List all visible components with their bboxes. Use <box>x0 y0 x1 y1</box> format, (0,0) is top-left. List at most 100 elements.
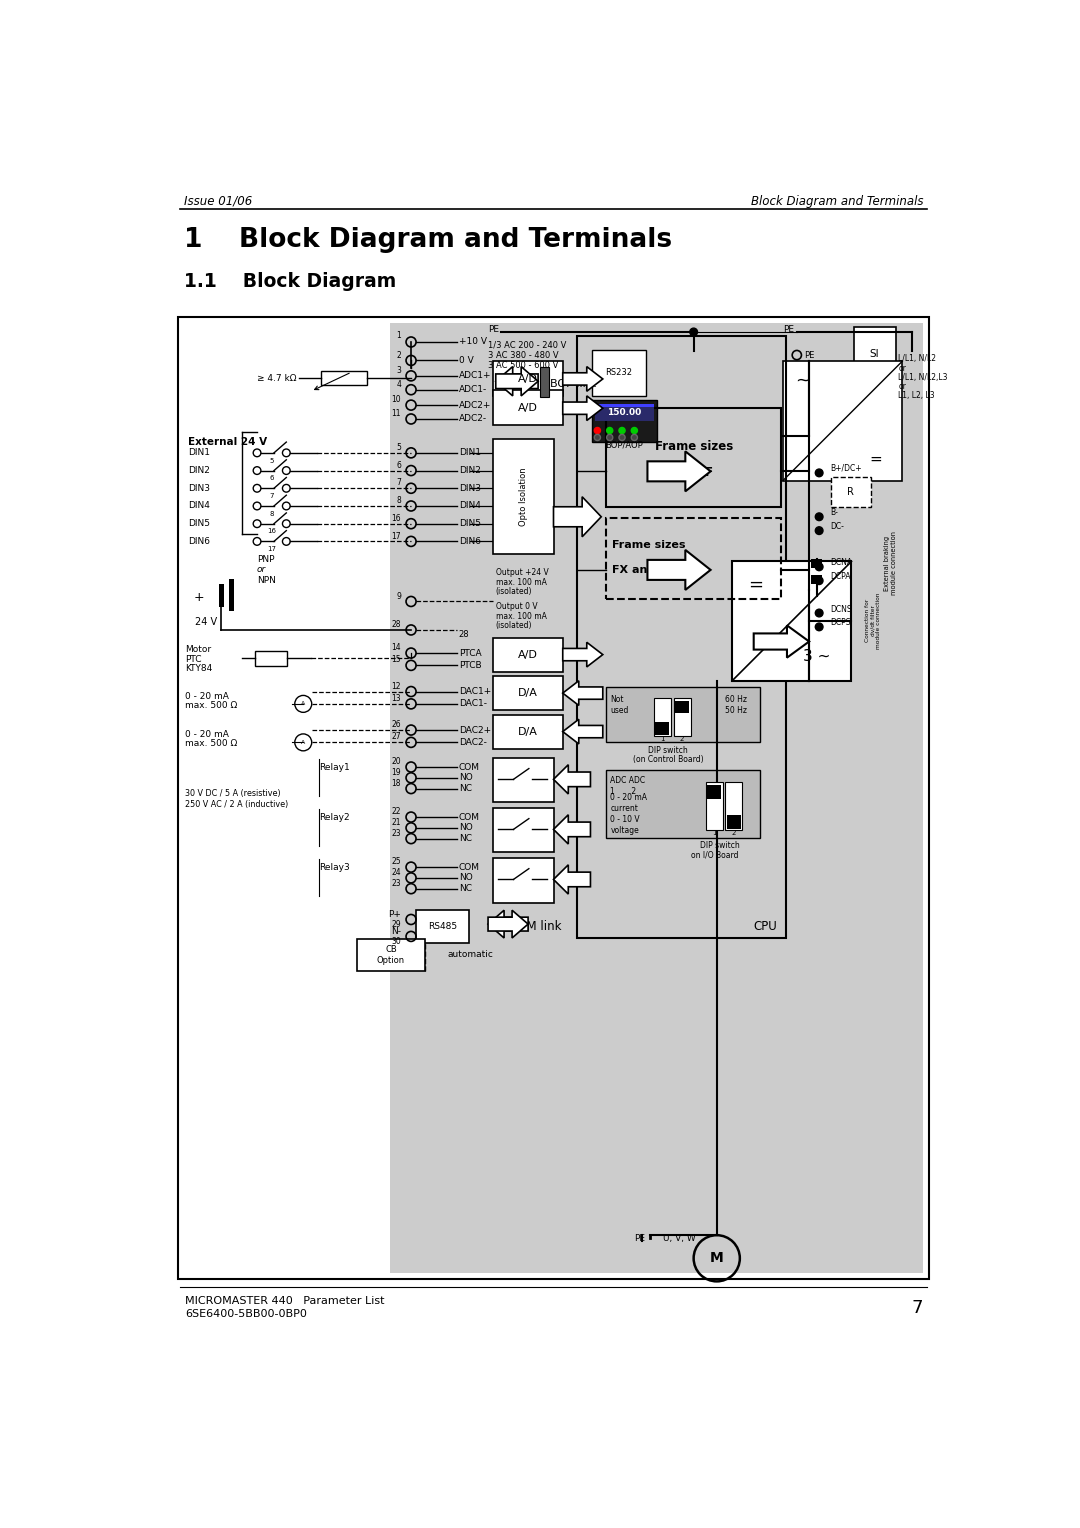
Text: COM: COM <box>459 762 480 772</box>
Polygon shape <box>563 720 603 744</box>
Text: KTY84: KTY84 <box>186 665 213 672</box>
Bar <box>255 651 287 666</box>
Circle shape <box>607 428 612 434</box>
Text: NO: NO <box>459 773 473 782</box>
Bar <box>706 782 723 830</box>
Polygon shape <box>554 764 591 795</box>
Polygon shape <box>563 642 603 666</box>
Text: 3 AC 380 - 480 V: 3 AC 380 - 480 V <box>488 350 558 359</box>
Text: Relay1: Relay1 <box>319 762 350 772</box>
Text: max. 500 Ω: max. 500 Ω <box>186 740 238 749</box>
Bar <box>494 439 554 555</box>
Text: 12: 12 <box>392 681 401 691</box>
Text: 1: 1 <box>712 830 717 836</box>
Text: (isolated): (isolated) <box>496 587 532 596</box>
Bar <box>606 770 760 837</box>
Text: A: A <box>301 701 306 706</box>
Polygon shape <box>563 681 603 706</box>
Text: 24 V: 24 V <box>195 617 217 628</box>
Text: 16: 16 <box>391 513 401 523</box>
Text: DAC2-: DAC2- <box>459 738 487 747</box>
Text: 0 - 20 mA: 0 - 20 mA <box>186 692 229 701</box>
Bar <box>494 391 563 425</box>
Text: A: A <box>301 740 306 744</box>
Text: Opto Isolation: Opto Isolation <box>519 468 528 526</box>
Bar <box>494 857 554 903</box>
Text: U, V, W: U, V, W <box>663 1233 696 1242</box>
Text: PE: PE <box>634 1233 646 1242</box>
Text: R: R <box>848 487 854 497</box>
Text: DAC2+: DAC2+ <box>459 726 491 735</box>
Polygon shape <box>647 550 711 590</box>
Polygon shape <box>488 911 528 938</box>
Bar <box>178 316 929 1279</box>
Bar <box>606 688 760 743</box>
Text: DCNA: DCNA <box>831 558 853 567</box>
Text: DIN2: DIN2 <box>459 466 481 475</box>
Text: A to F: A to F <box>674 466 713 480</box>
Text: Connection for
dv/dt filter
module connection: Connection for dv/dt filter module conne… <box>865 593 881 649</box>
Text: 6SE6400-5BB00-0BP0: 6SE6400-5BB00-0BP0 <box>186 1308 308 1319</box>
Text: 0 - 20 mA: 0 - 20 mA <box>186 730 229 740</box>
Polygon shape <box>563 367 603 391</box>
Text: (isolated): (isolated) <box>496 620 532 630</box>
Circle shape <box>815 562 823 570</box>
Text: D/A: D/A <box>518 727 538 736</box>
Circle shape <box>815 610 823 617</box>
Text: RS485: RS485 <box>428 921 457 931</box>
Text: 14: 14 <box>391 643 401 652</box>
Bar <box>494 808 554 853</box>
Text: DAC1-: DAC1- <box>459 700 487 709</box>
Text: DCPA: DCPA <box>831 571 851 581</box>
Polygon shape <box>554 497 602 536</box>
Text: current: current <box>610 804 638 813</box>
Bar <box>592 400 658 442</box>
Text: DCNS: DCNS <box>831 605 852 614</box>
Bar <box>494 758 554 802</box>
Text: Relay2: Relay2 <box>319 813 349 822</box>
Text: 7: 7 <box>912 1299 923 1317</box>
Circle shape <box>594 434 600 440</box>
Text: used: used <box>610 706 629 715</box>
Text: 22: 22 <box>392 807 401 816</box>
Polygon shape <box>647 451 711 492</box>
Text: External 24 V: External 24 V <box>188 437 267 448</box>
Text: DCPS: DCPS <box>831 617 851 626</box>
Text: max. 500 Ω: max. 500 Ω <box>186 701 238 711</box>
Text: D/A: D/A <box>518 688 538 698</box>
Polygon shape <box>554 814 591 843</box>
Text: N-: N- <box>391 927 401 937</box>
Text: voltage: voltage <box>610 825 639 834</box>
Text: DIN2: DIN2 <box>188 466 210 475</box>
Text: B-: B- <box>831 509 838 518</box>
Bar <box>595 403 654 420</box>
Text: 18: 18 <box>392 779 401 788</box>
Text: SI: SI <box>869 348 879 359</box>
Bar <box>725 782 742 830</box>
Text: 17: 17 <box>267 545 276 552</box>
Bar <box>732 561 851 681</box>
Text: 2: 2 <box>731 830 735 836</box>
Text: DIP switch: DIP switch <box>700 840 740 850</box>
Text: PE: PE <box>783 325 794 335</box>
Bar <box>595 403 654 408</box>
Text: 6: 6 <box>269 475 274 481</box>
Text: 23: 23 <box>391 828 401 837</box>
Text: DIP switch: DIP switch <box>648 746 688 755</box>
Text: Block Diagram and Terminals: Block Diagram and Terminals <box>751 194 923 208</box>
Text: max. 100 mA: max. 100 mA <box>496 611 546 620</box>
Text: DIN4: DIN4 <box>188 501 210 510</box>
Polygon shape <box>554 865 591 894</box>
Text: 0 - 20 mA: 0 - 20 mA <box>610 793 648 802</box>
Bar <box>577 336 786 938</box>
Bar <box>494 677 563 711</box>
Bar <box>811 559 822 568</box>
Bar <box>656 723 669 735</box>
Text: DIN6: DIN6 <box>459 536 481 545</box>
Text: or: or <box>899 382 906 391</box>
Text: (on Control Board): (on Control Board) <box>633 755 703 764</box>
Text: DIN1: DIN1 <box>459 448 481 457</box>
Text: 2: 2 <box>396 350 401 359</box>
Bar <box>417 911 469 943</box>
Text: L/L1, N/L2,L3: L/L1, N/L2,L3 <box>899 373 948 382</box>
